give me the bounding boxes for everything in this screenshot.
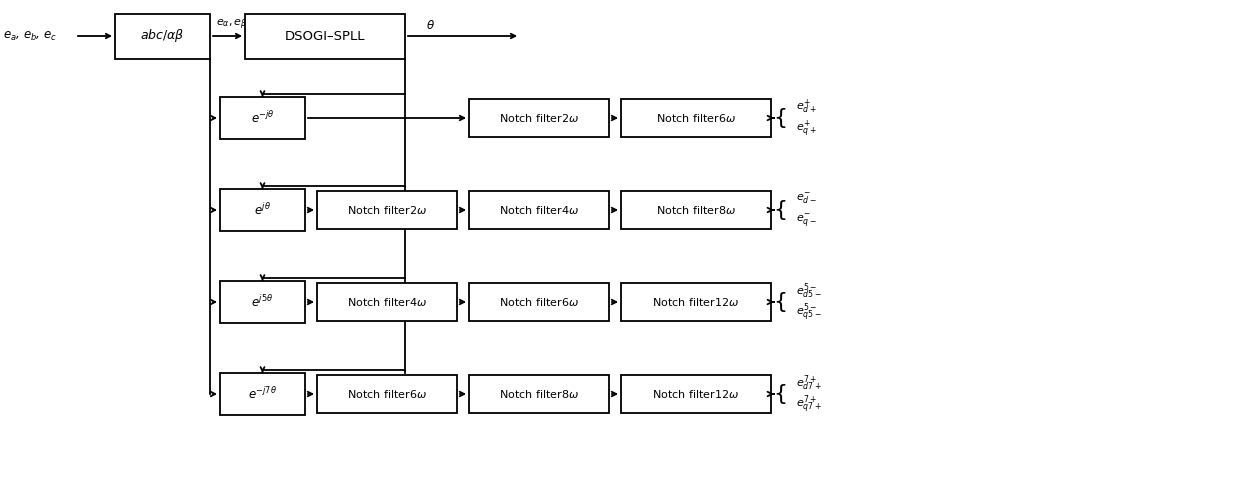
Text: $\{$: $\{$ bbox=[773, 198, 786, 222]
Text: $e_{d-}^{-}$: $e_{d-}^{-}$ bbox=[796, 192, 817, 206]
Bar bbox=[219, 97, 305, 139]
Text: Notch filter$8\omega$: Notch filter$8\omega$ bbox=[498, 388, 579, 400]
Bar bbox=[621, 99, 771, 137]
Text: Notch filter$8\omega$: Notch filter$8\omega$ bbox=[656, 204, 737, 216]
Bar bbox=[469, 191, 609, 229]
Text: $e_{d5-}^{5-}$: $e_{d5-}^{5-}$ bbox=[796, 281, 822, 301]
Bar bbox=[469, 283, 609, 321]
Text: Notch filter$2\omega$: Notch filter$2\omega$ bbox=[347, 204, 427, 216]
Text: $abc/\alpha\beta$: $abc/\alpha\beta$ bbox=[140, 27, 185, 45]
Text: Notch filter$12\omega$: Notch filter$12\omega$ bbox=[652, 296, 739, 308]
Bar bbox=[115, 13, 210, 59]
Bar bbox=[219, 373, 305, 415]
Bar bbox=[621, 283, 771, 321]
Text: Notch filter$4\omega$: Notch filter$4\omega$ bbox=[498, 204, 579, 216]
Text: Notch filter$2\omega$: Notch filter$2\omega$ bbox=[498, 112, 579, 124]
Bar bbox=[317, 283, 458, 321]
Text: $e^{j\theta}$: $e^{j\theta}$ bbox=[254, 202, 272, 218]
Text: $\{$: $\{$ bbox=[773, 106, 786, 130]
Bar bbox=[621, 191, 771, 229]
Text: Notch filter$6\omega$: Notch filter$6\omega$ bbox=[656, 112, 737, 124]
Bar bbox=[219, 189, 305, 231]
Text: Notch filter$4\omega$: Notch filter$4\omega$ bbox=[347, 296, 427, 308]
Text: $e_{d+}^{+}$: $e_{d+}^{+}$ bbox=[796, 98, 817, 116]
Bar bbox=[621, 375, 771, 413]
Bar bbox=[469, 99, 609, 137]
Text: $\theta$: $\theta$ bbox=[425, 19, 434, 32]
Text: $e_{d7+}^{7+}$: $e_{d7+}^{7+}$ bbox=[796, 373, 822, 393]
Text: Notch filter$6\omega$: Notch filter$6\omega$ bbox=[347, 388, 427, 400]
Text: $e_\alpha,e_\beta$: $e_\alpha,e_\beta$ bbox=[216, 17, 248, 32]
Text: Notch filter$6\omega$: Notch filter$6\omega$ bbox=[498, 296, 579, 308]
Text: $e_{q5-}^{5-}$: $e_{q5-}^{5-}$ bbox=[796, 302, 822, 324]
Bar bbox=[219, 281, 305, 323]
Bar bbox=[246, 13, 405, 59]
Text: $e_{q-}^{-}$: $e_{q-}^{-}$ bbox=[796, 213, 817, 229]
Text: $e_{q7+}^{7+}$: $e_{q7+}^{7+}$ bbox=[796, 394, 822, 416]
Text: $e^{-j\theta}$: $e^{-j\theta}$ bbox=[250, 110, 274, 126]
Text: $e^{j5\theta}$: $e^{j5\theta}$ bbox=[252, 294, 274, 310]
Text: $e_{q+}^{+}$: $e_{q+}^{+}$ bbox=[796, 119, 817, 139]
Bar bbox=[317, 375, 458, 413]
Bar bbox=[317, 191, 458, 229]
Text: Notch filter$12\omega$: Notch filter$12\omega$ bbox=[652, 388, 739, 400]
Bar bbox=[469, 375, 609, 413]
Text: $\{$: $\{$ bbox=[773, 382, 786, 406]
Text: $\{$: $\{$ bbox=[773, 290, 786, 314]
Text: $e^{-j7\theta}$: $e^{-j7\theta}$ bbox=[248, 386, 277, 402]
Text: DSOGI–SPLL: DSOGI–SPLL bbox=[285, 29, 366, 43]
Text: $e_a$, $e_b$, $e_c$: $e_a$, $e_b$, $e_c$ bbox=[2, 29, 57, 43]
